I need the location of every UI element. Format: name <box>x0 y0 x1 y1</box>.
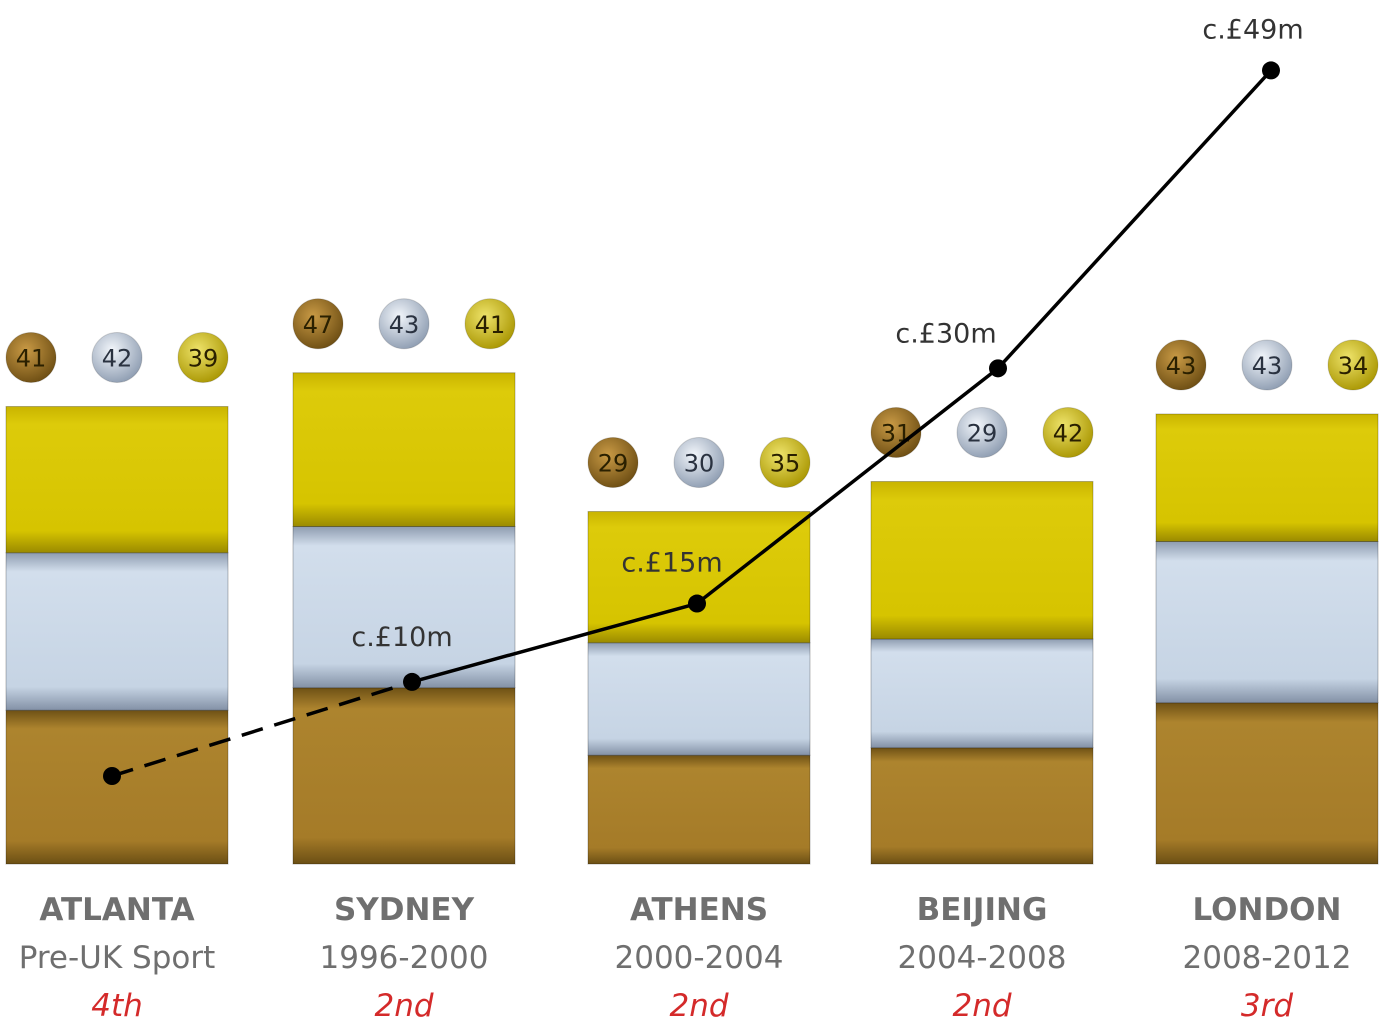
funding-point <box>1262 61 1280 80</box>
sydney-category-label: SYDNEY 1996-2000 2nd <box>274 886 534 1030</box>
athens-bronze-count-badge <box>587 437 639 488</box>
category-period: 2000-2004 <box>614 940 784 976</box>
atlanta-gold-count-badge <box>177 332 229 383</box>
funding-point <box>688 594 706 613</box>
funding-label: c.£30m <box>895 318 996 349</box>
category-rank: 3rd <box>1240 988 1294 1024</box>
category-rank: 2nd <box>952 988 1012 1024</box>
sydney-gold-segment <box>292 372 516 527</box>
beijing-silver-segment <box>870 638 1094 749</box>
funding-point <box>103 767 121 785</box>
atlanta-bronze-count-badge <box>5 332 57 383</box>
london-bronze-count-label: 43 <box>1166 352 1197 380</box>
category-name: SYDNEY <box>333 892 475 928</box>
beijing-category-label: BEIJING 2004-2008 2nd <box>852 886 1112 1030</box>
funding-point <box>403 672 421 691</box>
atlanta-bronze-count-label: 41 <box>16 345 47 373</box>
funding-line-segment <box>695 366 1000 605</box>
atlanta-silver-count-badge <box>91 332 143 383</box>
athens-silver-count-badge <box>673 437 725 488</box>
category-period: 2004-2008 <box>897 940 1067 976</box>
london-silver-count-label: 43 <box>1252 352 1283 380</box>
category-period: Pre-UK Sport <box>18 940 216 976</box>
bars-layer: 41 42 39 47 43 41 29 30 35 31 29 42 43 43 34 <box>5 298 1379 865</box>
funding-line-segment <box>411 601 698 684</box>
funding-line-dashed-segment <box>111 680 413 778</box>
athens-silver-segment <box>587 642 811 756</box>
atlanta-gold-segment <box>5 406 229 554</box>
athens-gold-segment <box>587 511 811 644</box>
category-period: 2008-2012 <box>1182 940 1352 976</box>
sydney-bronze-segment <box>292 687 516 865</box>
beijing-gold-segment <box>870 481 1094 640</box>
atlanta-silver-count-label: 42 <box>102 345 133 373</box>
funding-label: c.£49m <box>1202 14 1303 45</box>
athens-category-label: ATHENS 2000-2004 2nd <box>569 886 829 1030</box>
funding-line-segment <box>996 69 1273 370</box>
sydney-gold-count-label: 41 <box>475 311 506 339</box>
category-rank: 2nd <box>669 988 729 1024</box>
category-period: 1996-2000 <box>319 940 489 976</box>
sydney-bronze-count-label: 47 <box>303 311 334 339</box>
beijing-bronze-count-badge <box>870 407 922 458</box>
athens-silver-count-label: 30 <box>684 450 715 478</box>
sydney-silver-count-label: 43 <box>389 311 420 339</box>
beijing-silver-count-badge <box>956 407 1008 458</box>
london-gold-segment <box>1155 413 1379 542</box>
london-silver-segment <box>1155 541 1379 704</box>
athens-bronze-count-label: 29 <box>598 450 629 478</box>
funding-line-layer: c.£10m c.£15m c.£30m c.£49m <box>103 14 1304 785</box>
funding-label: c.£10m <box>351 622 452 653</box>
athens-bronze-segment <box>587 754 811 865</box>
funding-label: c.£15m <box>621 548 722 579</box>
funding-point <box>989 359 1007 378</box>
category-rank: 2nd <box>374 988 434 1024</box>
london-gold-count-badge <box>1327 339 1379 391</box>
sydney-gold-count-badge <box>464 298 516 350</box>
category-name: BEIJING <box>916 892 1048 928</box>
london-bronze-segment <box>1155 702 1379 865</box>
atlanta-gold-count-label: 39 <box>188 345 219 373</box>
beijing-bronze-count-label: 31 <box>881 420 912 448</box>
beijing-bronze-segment <box>870 747 1094 865</box>
beijing-silver-count-label: 29 <box>967 420 998 448</box>
athens-gold-count-badge <box>759 437 811 488</box>
category-name: LONDON <box>1192 892 1342 928</box>
athens-gold-count-label: 35 <box>770 450 801 478</box>
beijing-gold-count-label: 42 <box>1053 420 1084 448</box>
category-name: ATHENS <box>629 892 769 928</box>
sydney-silver-segment <box>292 526 516 689</box>
category-rank: 4th <box>91 988 143 1024</box>
atlanta-silver-segment <box>5 552 229 711</box>
sydney-bronze-count-badge <box>292 298 344 350</box>
category-name: ATLANTA <box>39 892 195 928</box>
london-category-label: LONDON 2008-2012 3rd <box>1137 886 1379 1030</box>
london-silver-count-badge <box>1241 339 1293 391</box>
sydney-silver-count-badge <box>378 298 430 350</box>
beijing-gold-count-badge <box>1042 407 1094 458</box>
atlanta-category-label: ATLANTA Pre-UK Sport 4th <box>0 886 247 1030</box>
london-bronze-count-badge <box>1155 339 1207 391</box>
london-gold-count-label: 34 <box>1338 352 1369 380</box>
atlanta-bronze-segment <box>5 709 229 865</box>
